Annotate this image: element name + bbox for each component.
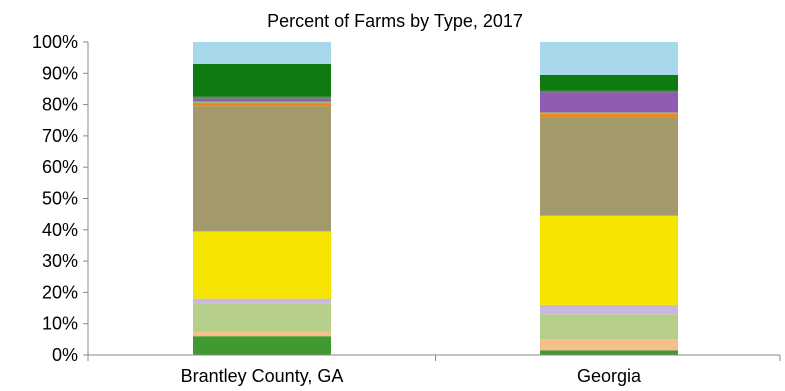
bar-segment-2-3 <box>540 314 678 340</box>
bar-segment-1-9 <box>193 98 331 102</box>
bar-segment-2-7 <box>540 113 678 118</box>
bar-segment-2-9 <box>540 92 678 113</box>
bar-segment-1-4 <box>193 298 331 304</box>
bar-segment-1-7 <box>193 103 331 107</box>
bar-segment-2-4 <box>540 304 678 315</box>
axes-layer <box>83 41 781 361</box>
bar-segment-2-5 <box>540 215 678 305</box>
bar-segment-1-8 <box>193 101 331 104</box>
bar-segment-1-3 <box>193 303 331 332</box>
bar-segment-2-6 <box>540 117 678 216</box>
bar-segment-1-12 <box>193 42 331 64</box>
labels-layer: 0% 10% 20% 30% 40% 50% 60% 70% 80% 90% 100% Brantle… <box>32 32 642 386</box>
y-tick-label: 50% <box>42 189 78 209</box>
y-tick-label: 60% <box>42 157 78 177</box>
y-tick-label: 90% <box>42 63 78 83</box>
bar-segment-2-1 <box>540 350 678 355</box>
bar-segment-1-5 <box>193 231 331 299</box>
bar-segment-2-11 <box>540 74 678 91</box>
y-tick-label: 100% <box>32 32 78 52</box>
y-tick-label: 10% <box>42 314 78 334</box>
bar-segment-2-12 <box>540 42 678 75</box>
bar-segment-2-10 <box>540 90 678 93</box>
bars-layer <box>193 42 678 355</box>
y-tick-label: 40% <box>42 220 78 240</box>
y-tick-label: 0% <box>52 345 78 365</box>
bar-segment-1-11 <box>193 63 331 97</box>
y-tick-label: 20% <box>42 282 78 302</box>
bar-segment-2-2 <box>540 339 678 351</box>
x-category-label: Brantley County, GA <box>181 366 344 386</box>
y-tick-label: 80% <box>42 95 78 115</box>
bar-segment-1-6 <box>193 106 331 232</box>
bar-segment-1-10 <box>193 96 331 99</box>
y-tick-label: 70% <box>42 126 78 146</box>
x-category-label: Georgia <box>577 366 642 386</box>
y-tick-label: 30% <box>42 251 78 271</box>
chart-title: Percent of Farms by Type, 2017 <box>267 11 523 31</box>
bar-segment-1-2 <box>193 331 331 337</box>
bar-segment-1-1 <box>193 336 331 355</box>
bar-segment-2-8 <box>540 112 678 114</box>
